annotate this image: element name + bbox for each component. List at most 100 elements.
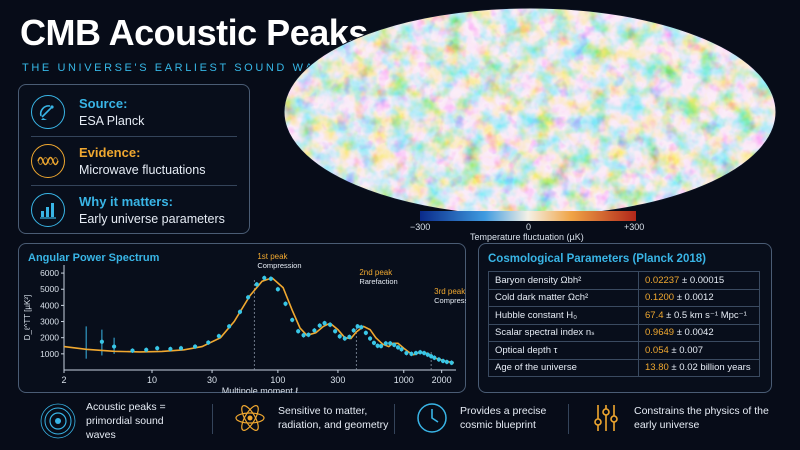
data-point [351,328,356,333]
data-point [328,322,333,327]
peak-annotation-sublabel: Compression [434,296,466,305]
data-point [363,330,368,335]
y-tick-label: 5000 [40,284,59,294]
parameter-value: 0.054 ± 0.007 [638,341,760,360]
data-point [168,346,173,352]
bar-chart-icon [31,193,65,227]
parameters-table: Baryon density Ωbh² 0.02237 ± 0.00015 Cold… [488,271,760,377]
data-point [130,348,135,353]
parameter-value: 0.02237 ± 0.00015 [638,271,760,290]
data-point [413,350,419,356]
x-tick-label: 10 [147,375,157,385]
page-subtitle: THE UNIVERSE'S EARLIEST SOUND WAVES [22,62,345,74]
data-point [312,328,317,333]
info-why: Why it matters: Early universe parameter… [19,186,249,234]
data-point [399,347,404,352]
data-point [317,323,322,328]
y-tick-label: 1000 [40,349,59,359]
data-point [216,333,221,339]
parameter-name: Age of the universe [488,358,639,377]
data-point [296,329,301,334]
footer-text-acoustic: Acoustic peaks = primordial sound waves [86,401,166,442]
data-point [322,321,327,326]
parameter-name: Baryon density Ωbh² [488,271,639,290]
data-point [378,343,384,349]
wave-icon [31,144,65,178]
y-tick-label: 6000 [40,268,59,278]
footer-item-sensitive: Sensitive to matter, radiation, and geom… [232,400,408,436]
parameter-row: Cold dark matter Ωch² 0.1200 ± 0.0012 [488,288,760,307]
cmb-sky-map [283,7,777,217]
sliders-icon [588,400,624,436]
data-point [275,287,280,292]
parameter-row: Hubble constant H₀ 67.4 ± 0.5 km s⁻¹ Mpc⁻… [488,306,760,325]
data-point [178,346,184,351]
parameter-row: Scalar spectral index nₛ 0.9649 ± 0.0042 [488,323,760,342]
info-why-heading: Why it matters: [79,194,173,209]
info-source: Source: ESA Planck [19,88,249,136]
parameter-name: Optical depth τ [488,341,639,360]
parameter-value: 0.1200 ± 0.0012 [638,288,760,307]
parameter-name: Hubble constant H₀ [488,306,639,325]
power-spectrum-title: Angular Power Spectrum [28,252,160,264]
colorbar-max-label: +300 [624,222,645,232]
model-line [63,276,455,364]
data-point [367,336,373,341]
data-point [432,355,437,360]
data-point [254,282,259,287]
data-point [421,350,427,356]
data-point [355,324,360,329]
data-point [440,358,446,364]
footer-item-blueprint: Provides a precise cosmic blueprint [414,400,580,436]
data-point [333,329,338,334]
data-point [404,350,409,356]
data-point [227,324,232,329]
page-title: CMB Acoustic Peaks [20,12,368,53]
x-tick-label: 100 [270,375,285,385]
parameter-value: 67.4 ± 0.5 km s⁻¹ Mpc⁻¹ [638,306,760,325]
x-tick-label: 30 [207,375,217,385]
data-point [306,332,311,337]
parameter-name: Cold dark matter Ωch² [488,288,639,307]
info-source-heading: Source: [79,96,128,111]
info-evidence-detail: Microwave fluctuations [79,163,206,177]
parameter-value: 13.80 ± 0.02 billion years [638,358,760,377]
satellite-dish-icon [31,95,65,129]
parameter-row: Age of the universe 13.80 ± 0.02 billion … [488,358,760,377]
colorbar-mid-label: 0 [526,222,532,232]
power-spectrum-chart: 2 10 30 100 300 1000 2000 1000 2000 3000 4000 5000 6… [23,252,466,393]
data-point [429,354,434,359]
data-point [359,325,364,330]
peak-annotation-sublabel: Compression [257,261,301,270]
data-point [192,344,198,349]
data-point [290,317,295,323]
data-point [99,339,104,344]
data-point [371,340,377,345]
footer-text-blueprint: Provides a precise cosmic blueprint [460,404,547,431]
peak-annotation-label: 2nd peak [359,268,393,277]
data-point [301,333,306,338]
y-tick-label: 4000 [40,300,59,310]
info-why-detail: Early universe parameters [79,212,225,226]
peak-annotation-sublabel: Rarefaction [359,277,397,286]
data-point [342,336,347,341]
x-tick-label: 2 [61,375,66,385]
info-source-detail: ESA Planck [79,114,145,128]
parameter-name: Scalar spectral index nₛ [488,323,639,342]
colorbar-caption: Temperature fluctuation (µK) [470,232,584,242]
power-spectrum-panel [18,243,466,393]
parameter-row: Baryon density Ωbh² 0.02237 ± 0.00015 [488,271,760,290]
y-axis-label: D_ℓ^TT [µK²] [23,295,32,340]
x-tick-label: 300 [330,375,345,385]
data-point [425,352,430,357]
x-tick-label: 2000 [432,375,452,385]
data-point [144,347,149,352]
data-point [395,345,401,350]
info-evidence-heading: Evidence: [79,145,141,160]
atom-icon [232,400,268,436]
parameter-value: 0.9649 ± 0.0042 [638,323,760,342]
clock-icon [414,400,450,436]
parameters-title: Cosmological Parameters (Planck 2018) [488,253,706,265]
footer-item-constrains: Constrains the physics of the early univ… [588,400,784,436]
x-axis-label: Multipole moment ℓ [222,386,300,393]
